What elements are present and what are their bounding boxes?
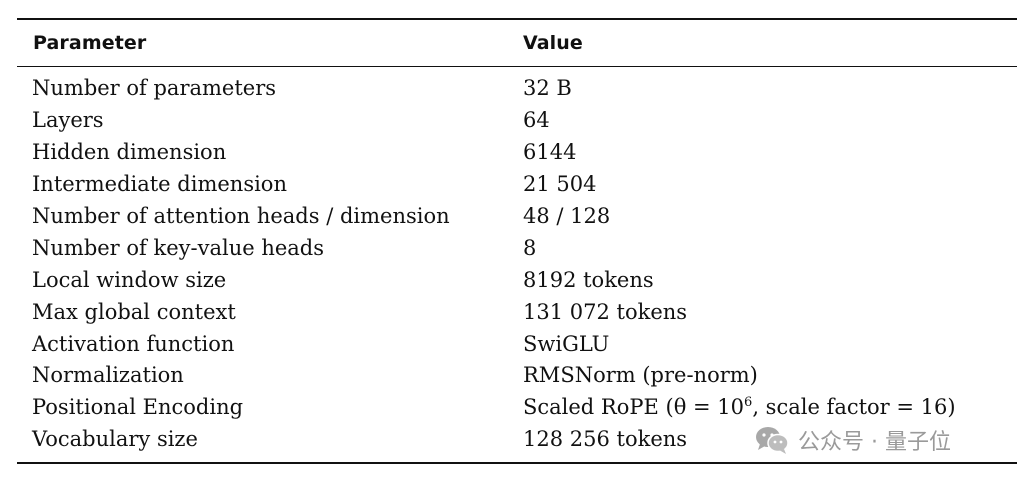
- param-cell: Layers: [32, 108, 104, 133]
- wechat-icon: [756, 427, 789, 454]
- value-cell: 64: [523, 108, 550, 133]
- header-parameter: Parameter: [33, 32, 147, 54]
- table-row: Hidden dimension 6144: [17, 137, 1017, 169]
- param-cell: Max global context: [32, 299, 236, 324]
- table-row: Number of key-value heads 8: [17, 232, 1017, 264]
- param-cell: Positional Encoding: [32, 395, 244, 420]
- table-row: Number of parameters 32 B: [17, 73, 1017, 105]
- param-cell: Normalization: [32, 363, 184, 388]
- value-cell: 48 / 128: [523, 204, 611, 228]
- table-row: Layers 64: [17, 105, 1017, 137]
- param-cell: Number of parameters: [32, 76, 277, 101]
- value-cell: 6144: [523, 140, 577, 165]
- exponent: 6: [744, 395, 753, 411]
- table-row: Vocabulary size 128 256 tokens: [17, 424, 1017, 456]
- header-rule: [17, 66, 1017, 67]
- table-row: Positional Encoding Scaled RoPE (θ = 106…: [17, 392, 1017, 424]
- value-text-after: , scale factor = 16): [752, 395, 956, 420]
- table-row: Normalization RMSNorm (pre-norm): [17, 360, 1017, 392]
- param-cell: Number of attention heads / dimension: [32, 204, 450, 228]
- table-row: Local window size 8192 tokens: [17, 264, 1017, 296]
- parameter-table: Parameter Value Number of parameters 32 …: [17, 18, 1017, 464]
- value-cell: 128 256 tokens: [523, 427, 688, 452]
- value-cell: Scaled RoPE (θ = 106, scale factor = 16): [508, 395, 1017, 420]
- watermark: 公众号 · 量子位: [754, 424, 951, 456]
- table-row: Activation function SwiGLU: [17, 328, 1017, 360]
- header-value: Value: [523, 32, 583, 54]
- table-row: Max global context 131 072 tokens: [17, 296, 1017, 328]
- table-body: Number of parameters 32 B Layers 64 Hidd…: [17, 67, 1017, 462]
- table-row: Number of attention heads / dimension 48…: [17, 201, 1017, 233]
- table-row: Intermediate dimension 21 504: [17, 169, 1017, 201]
- table-header: Parameter Value: [17, 20, 1017, 66]
- value-text-before: Scaled RoPE (θ = 10: [523, 395, 745, 420]
- param-cell: Intermediate dimension: [32, 172, 287, 197]
- value-cell: 131 072 tokens: [523, 299, 688, 324]
- value-cell: 8192 tokens: [523, 267, 654, 292]
- param-cell: Activation function: [32, 331, 235, 356]
- bottom-rule: [17, 461, 1017, 464]
- param-cell: Vocabulary size: [32, 427, 198, 452]
- param-cell: Hidden dimension: [32, 140, 227, 165]
- value-cell: 8: [523, 235, 537, 260]
- watermark-text: 公众号 · 量子位: [798, 430, 951, 455]
- value-cell: SwiGLU: [523, 331, 610, 356]
- param-cell: Number of key-value heads: [32, 235, 325, 260]
- value-cell: RMSNorm (pre-norm): [523, 363, 758, 388]
- value-cell: 32 B: [523, 76, 572, 101]
- top-rule: [17, 18, 1017, 20]
- param-cell: Local window size: [32, 267, 227, 292]
- value-cell: 21 504: [523, 172, 597, 197]
